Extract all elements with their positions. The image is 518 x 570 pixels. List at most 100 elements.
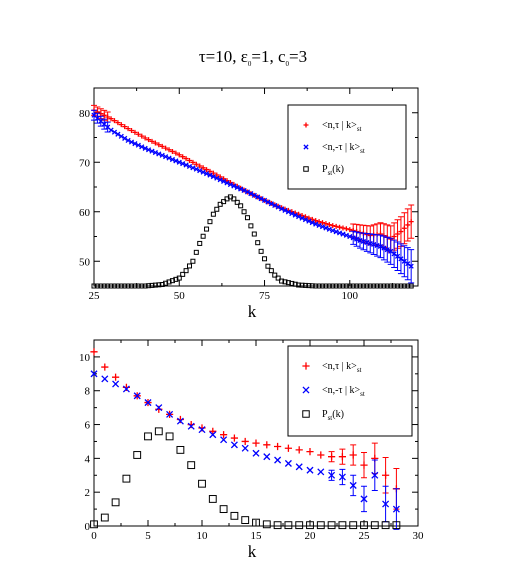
data-point-plus bbox=[146, 137, 152, 143]
data-point-square bbox=[118, 283, 124, 289]
data-point-square bbox=[152, 282, 158, 288]
legend-marker-cross bbox=[303, 144, 309, 150]
data-point-cross bbox=[394, 253, 401, 259]
data-point-square bbox=[273, 521, 282, 530]
data-point-square bbox=[91, 283, 97, 289]
data-point-cross bbox=[217, 177, 223, 183]
data-point-cross bbox=[401, 258, 407, 264]
data-point-cross bbox=[108, 127, 114, 133]
data-point-cross bbox=[333, 229, 339, 235]
data-point-cross bbox=[112, 380, 120, 388]
data-point-square bbox=[166, 279, 172, 285]
data-point-cross bbox=[285, 209, 291, 215]
data-point-plus bbox=[328, 453, 336, 461]
data-point-cross bbox=[268, 201, 274, 207]
data-point-square bbox=[262, 520, 271, 529]
data-point-cross bbox=[255, 194, 261, 200]
data-point-cross bbox=[408, 263, 414, 269]
data-point-square bbox=[125, 283, 131, 289]
data-point-square bbox=[183, 268, 189, 274]
data-point-cross bbox=[251, 192, 257, 198]
data-point-plus bbox=[112, 373, 120, 381]
data-point-plus bbox=[111, 118, 117, 124]
y-tick-label: 10 bbox=[79, 352, 91, 364]
legend-marker-square bbox=[302, 410, 310, 418]
data-point-cross bbox=[340, 231, 346, 237]
data-point-cross bbox=[371, 471, 379, 479]
data-point-square bbox=[320, 283, 326, 289]
x-tick-label: 30 bbox=[413, 530, 425, 542]
data-point-square bbox=[330, 283, 336, 289]
data-point-cross bbox=[128, 139, 135, 145]
data-point-cross bbox=[405, 261, 411, 267]
y-tick-label: 70 bbox=[79, 157, 91, 169]
data-point-square bbox=[135, 283, 141, 289]
data-point-square bbox=[173, 276, 179, 282]
data-point-cross bbox=[169, 156, 176, 163]
data-point-square bbox=[122, 283, 128, 289]
data-point-cross bbox=[115, 131, 121, 137]
data-point-cross bbox=[155, 404, 163, 412]
data-point-cross bbox=[382, 500, 390, 508]
data-point-square bbox=[350, 283, 356, 289]
data-point-square bbox=[354, 283, 360, 289]
data-point-cross bbox=[350, 235, 356, 241]
data-point-plus bbox=[349, 451, 357, 459]
data-point-plus bbox=[295, 446, 303, 454]
data-point-plus bbox=[306, 448, 314, 456]
data-point-square bbox=[302, 282, 308, 288]
data-point-square bbox=[349, 521, 358, 530]
data-point-cross bbox=[360, 238, 367, 245]
legend-label: <n,-τ | k>st bbox=[322, 385, 365, 398]
legend-marker-square bbox=[303, 166, 309, 172]
data-point-plus bbox=[149, 138, 155, 144]
data-point-cross bbox=[210, 174, 216, 180]
data-point-square bbox=[200, 233, 206, 239]
x-tick-label: 20 bbox=[305, 530, 317, 542]
data-point-cross bbox=[244, 189, 251, 195]
x-axis-label: k bbox=[248, 302, 257, 321]
data-point-square bbox=[139, 283, 145, 289]
data-point-plus bbox=[340, 225, 346, 231]
data-point-plus bbox=[101, 112, 107, 118]
x-tick-label: 25 bbox=[89, 290, 101, 302]
data-point-cross bbox=[391, 251, 397, 257]
data-point-square bbox=[198, 479, 206, 488]
data-point-cross bbox=[230, 441, 238, 449]
data-point-square bbox=[377, 283, 383, 289]
data-point-square bbox=[149, 282, 155, 288]
data-point-square bbox=[306, 521, 314, 530]
legend: <n,τ | k>st <n,-τ | k>st Pst(k) bbox=[287, 104, 407, 190]
data-point-square bbox=[159, 282, 165, 288]
data-point-plus bbox=[142, 135, 148, 141]
data-point-square bbox=[272, 272, 278, 278]
data-point-square bbox=[248, 223, 254, 229]
legend: <n,τ | k>st <n,-τ | k>st Pst(k) bbox=[287, 345, 413, 437]
data-point-cross bbox=[227, 181, 234, 188]
data-point-plus bbox=[90, 348, 98, 356]
data-point-cross bbox=[139, 144, 145, 150]
data-point-cross bbox=[326, 226, 332, 232]
data-point-square bbox=[108, 283, 114, 289]
data-point-plus bbox=[186, 157, 192, 163]
data-point-square bbox=[364, 283, 370, 289]
data-point-square bbox=[197, 240, 203, 246]
data-point-cross bbox=[241, 444, 249, 452]
x-tick-label: 0 bbox=[91, 530, 97, 542]
data-point-cross bbox=[392, 505, 400, 513]
data-point-square bbox=[186, 263, 192, 269]
data-point-cross bbox=[193, 166, 199, 172]
data-point-cross bbox=[207, 172, 213, 178]
data-point-plus bbox=[252, 439, 260, 447]
data-point-square bbox=[282, 279, 288, 285]
data-point-square bbox=[142, 283, 148, 289]
data-point-square bbox=[94, 283, 100, 289]
data-point-square bbox=[265, 263, 271, 269]
data-point-square bbox=[289, 280, 295, 286]
data-point-cross bbox=[190, 165, 196, 171]
data-point-cross bbox=[258, 196, 264, 202]
data-point-plus bbox=[115, 120, 121, 126]
data-point-cross bbox=[187, 422, 195, 430]
data-point-plus bbox=[323, 221, 329, 227]
data-point-cross bbox=[275, 204, 281, 210]
